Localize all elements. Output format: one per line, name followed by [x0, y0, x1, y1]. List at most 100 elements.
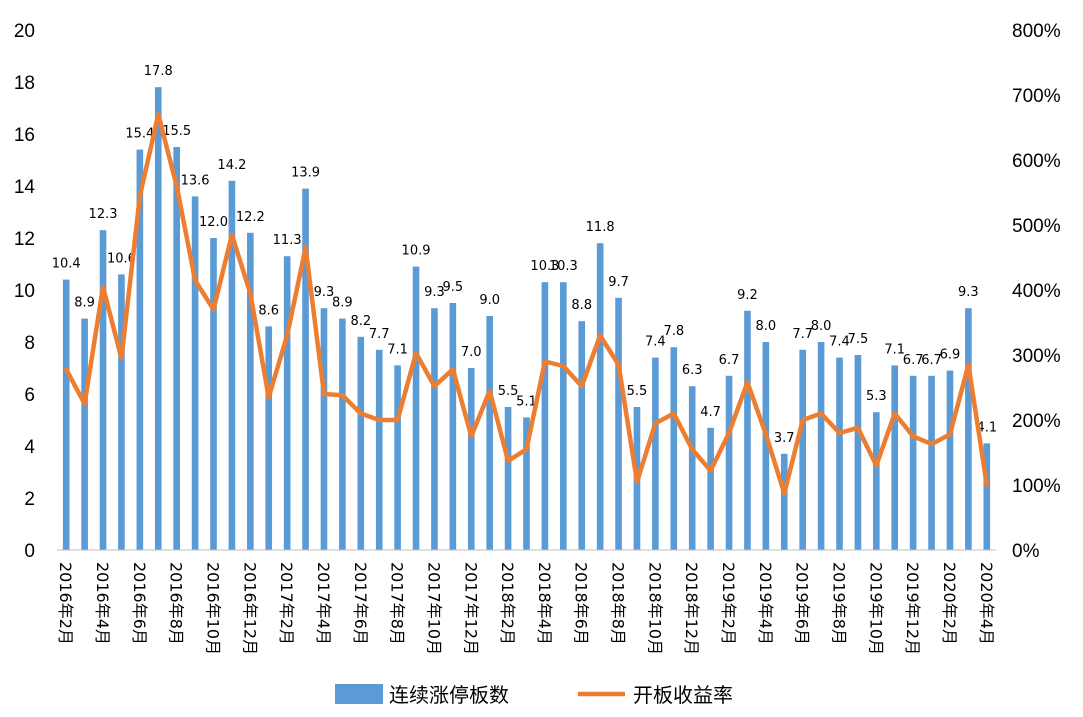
- bar: [688, 386, 696, 550]
- x-tick-label: 2016年8月: [167, 562, 186, 645]
- legend: 连续涨停板数 开板收益率: [335, 683, 733, 707]
- bar: [339, 318, 346, 550]
- bar: [62, 279, 70, 550]
- bar-data-label: 6.9: [940, 348, 961, 363]
- bar: [173, 147, 180, 550]
- bar-data-label: 9.3: [424, 285, 445, 300]
- bar: [615, 297, 622, 550]
- bar: [983, 443, 991, 550]
- bar-data-label: 15.5: [162, 124, 191, 139]
- y-left-tick-label: 20: [14, 21, 35, 42]
- line-series-开板收益率: [63, 112, 990, 496]
- bar-data-label: 6.7: [921, 353, 942, 368]
- x-tick-label: 2016年12月: [240, 562, 259, 655]
- bar-data-label: 9.7: [608, 275, 629, 290]
- y-right-tick-label: 700%: [1012, 86, 1061, 107]
- bar: [799, 349, 806, 550]
- bar: [707, 427, 714, 550]
- bar: [486, 316, 493, 550]
- y-right-tick-label: 300%: [1012, 346, 1061, 367]
- bar-data-label: 8.8: [571, 298, 592, 313]
- bar-series-连续涨停板数: [62, 87, 991, 551]
- y-right-tick-label: 500%: [1012, 216, 1061, 237]
- y-right-tick-label: 400%: [1012, 281, 1061, 302]
- bar: [965, 308, 972, 550]
- bar: [431, 308, 438, 550]
- bar-data-label: 4.1: [976, 420, 997, 435]
- bar: [210, 238, 217, 550]
- bar: [578, 321, 586, 550]
- bar: [449, 303, 457, 550]
- bar-data-label: 5.5: [498, 384, 519, 399]
- bar-data-label: 7.1: [387, 342, 408, 357]
- y-left-tick-label: 8: [24, 333, 35, 354]
- bar: [817, 342, 825, 550]
- x-tick-label: 2019年12月: [903, 562, 922, 655]
- bar-data-label: 12.0: [199, 215, 228, 230]
- legend-label-bar: 连续涨停板数: [389, 683, 509, 707]
- bar-data-label: 11.8: [586, 220, 615, 235]
- bar: [118, 274, 125, 550]
- x-tick-label: 2020年2月: [940, 562, 959, 645]
- y-left-tick-label: 12: [14, 229, 35, 250]
- x-tick-label: 2016年10月: [204, 562, 223, 655]
- bar-data-label: 7.4: [645, 335, 666, 350]
- y-left-tick-label: 16: [14, 125, 35, 146]
- bar: [541, 282, 549, 550]
- bar: [946, 370, 954, 550]
- x-tick-label: 2019年8月: [830, 562, 849, 645]
- bar-data-label: 10.6: [107, 251, 136, 266]
- bar-data-label: 4.7: [700, 405, 721, 420]
- bar: [744, 310, 751, 550]
- y-left-tick-label: 14: [14, 177, 36, 198]
- bar-data-label: 13.9: [291, 166, 320, 181]
- y-right-tick-label: 200%: [1012, 411, 1061, 432]
- bar: [154, 87, 162, 550]
- y-left-tick-label: 4: [24, 437, 35, 458]
- bar-data-label: 8.2: [350, 314, 371, 329]
- bar: [283, 256, 291, 550]
- bar-data-label: 10.3: [549, 259, 578, 274]
- x-tick-label: 2017年2月: [277, 562, 296, 645]
- x-axis: 2016年2月 2016年4月 2016年6月 2016年8月 2016年10月 2016…: [56, 562, 996, 655]
- bar-data-label: 6.7: [719, 353, 740, 368]
- bar-data-label: 10.9: [402, 244, 431, 259]
- x-tick-label: 2020年4月: [977, 562, 996, 645]
- bar: [394, 365, 401, 550]
- bar: [670, 347, 678, 550]
- bar: [81, 318, 88, 550]
- bar-data-label: 15.4: [125, 127, 154, 142]
- bar-data-label: 8.9: [74, 296, 95, 311]
- bar-data-label: 8.9: [332, 296, 353, 311]
- bar-data-label: 5.3: [866, 389, 887, 404]
- bar-data-label: 7.4: [829, 335, 850, 350]
- bar-data-label: 7.0: [461, 345, 482, 360]
- bar-data-label: 17.8: [144, 64, 173, 79]
- bar-data-label: 7.5: [848, 332, 869, 347]
- x-tick-label: 2018年4月: [535, 562, 554, 645]
- bar-data-label: 12.2: [236, 210, 265, 225]
- x-tick-label: 2018年6月: [572, 562, 591, 645]
- bar-data-label: 3.7: [774, 431, 795, 446]
- bar-data-label: 8.0: [811, 319, 832, 334]
- bar-data-label: 9.3: [958, 285, 979, 300]
- x-tick-label: 2018年12月: [682, 562, 701, 655]
- x-tick-label: 2017年12月: [461, 562, 480, 655]
- x-tick-label: 2019年6月: [793, 562, 812, 645]
- bar-data-labels: 10.4 8.9 12.3 10.6 15.4 17.8 15.5 13.6 12.0 14.2 1…: [52, 64, 997, 446]
- x-tick-label: 2017年8月: [388, 562, 407, 645]
- bar: [302, 188, 309, 550]
- x-tick-label: 2019年4月: [756, 562, 775, 645]
- bar-data-label: 6.7: [903, 353, 924, 368]
- bar-data-label: 7.8: [663, 324, 684, 339]
- y-left-tick-label: 0: [24, 541, 35, 562]
- bar: [854, 355, 862, 550]
- x-tick-label: 2017年4月: [314, 562, 333, 645]
- bar-data-label: 8.6: [258, 303, 279, 318]
- bar: [467, 368, 475, 550]
- bar: [375, 349, 383, 550]
- y-axis-left: 0 2 4 6 8 10 12 14 16 18 20: [14, 21, 36, 562]
- y-left-tick-label: 2: [24, 489, 35, 510]
- bar: [909, 375, 917, 550]
- bar-data-label: 14.2: [217, 158, 246, 173]
